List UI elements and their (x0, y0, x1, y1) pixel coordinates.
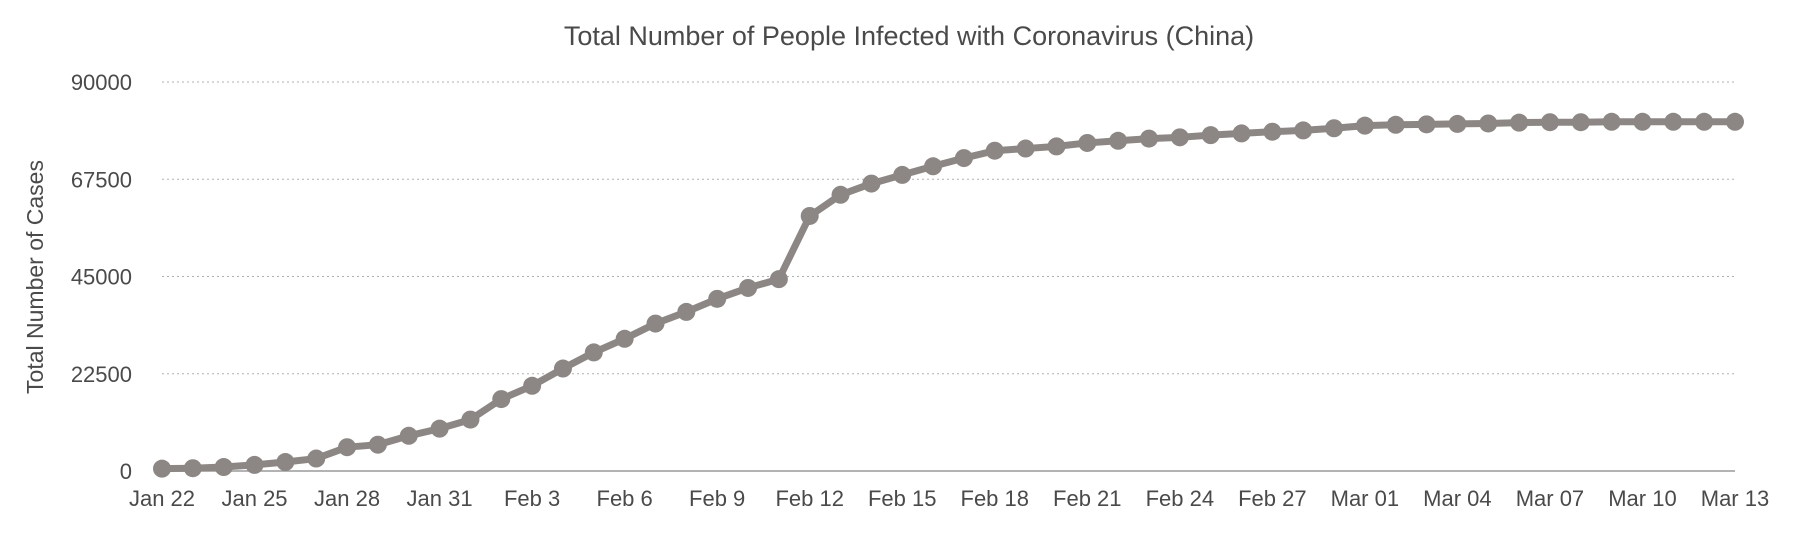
y-tick-label: 90000 (71, 70, 132, 95)
data-point (1695, 112, 1714, 131)
data-point (1417, 115, 1436, 134)
x-tick-label: Feb 9 (689, 486, 745, 511)
data-point (338, 438, 357, 457)
data-point (1571, 113, 1590, 132)
x-tick-label: Jan 22 (129, 486, 195, 511)
series-cases (153, 112, 1744, 478)
x-tick-label: Mar 13 (1701, 486, 1769, 511)
data-point (1386, 115, 1405, 134)
data-point (245, 455, 264, 474)
y-axis-ticks: 0 22500 45000 67500 90000 (71, 70, 132, 484)
x-tick-label: Mar 10 (1608, 486, 1676, 511)
data-point (1139, 129, 1158, 148)
data-point (1448, 114, 1467, 133)
data-point (1510, 113, 1529, 132)
x-tick-label: Mar 07 (1516, 486, 1584, 511)
data-point (769, 270, 788, 289)
data-point (1664, 112, 1683, 131)
data-point (1109, 131, 1128, 150)
data-point (1170, 128, 1189, 147)
data-point (615, 329, 634, 348)
data-point (646, 314, 665, 333)
data-point (1294, 121, 1313, 140)
data-point (800, 206, 819, 225)
y-tick-label: 45000 (71, 265, 132, 290)
y-axis-label: Total Number of Cases (22, 160, 48, 394)
data-point (708, 289, 727, 308)
data-point (1263, 122, 1282, 141)
data-point (153, 459, 171, 478)
data-point (1633, 112, 1652, 131)
x-axis-ticks: Jan 22 Jan 25 Jan 28 Jan 31 Feb 3 Feb 6 Feb 9 F… (129, 486, 1769, 511)
data-point (1540, 113, 1559, 132)
data-point (1355, 116, 1374, 135)
x-tick-label: Feb 18 (961, 486, 1030, 511)
grid (162, 81, 1735, 472)
data-point (214, 458, 233, 477)
data-point (368, 435, 387, 454)
x-tick-label: Jan 31 (407, 486, 473, 511)
series-line (158, 118, 1739, 473)
x-tick-label: Feb 24 (1146, 486, 1215, 511)
data-point (1602, 112, 1621, 131)
data-point (584, 343, 603, 362)
data-point (1726, 112, 1744, 131)
data-point (831, 185, 850, 204)
data-point (893, 165, 912, 184)
x-tick-label: Feb 21 (1053, 486, 1122, 511)
data-point (183, 459, 202, 478)
x-tick-label: Feb 12 (775, 486, 844, 511)
data-point (924, 157, 943, 176)
data-point (677, 302, 696, 321)
data-point (985, 141, 1004, 160)
data-point (1016, 139, 1035, 158)
y-tick-label: 22500 (71, 362, 132, 387)
data-point (553, 359, 572, 378)
data-point (1232, 124, 1251, 143)
x-tick-label: Feb 27 (1238, 486, 1307, 511)
data-point (1479, 114, 1498, 133)
y-tick-label: 0 (120, 459, 132, 484)
data-point (862, 174, 881, 193)
data-point (399, 426, 418, 445)
chart-title: Total Number of People Infected with Cor… (564, 21, 1254, 51)
data-point (1325, 119, 1344, 138)
data-point (307, 449, 326, 468)
data-point (954, 149, 973, 168)
data-point (739, 278, 758, 297)
x-tick-label: Feb 15 (868, 486, 937, 511)
x-tick-label: Mar 04 (1423, 486, 1491, 511)
x-tick-label: Jan 28 (314, 486, 380, 511)
data-point (1078, 133, 1097, 152)
data-point (523, 376, 542, 395)
x-tick-label: Jan 25 (221, 486, 287, 511)
data-point (276, 453, 295, 472)
y-tick-label: 67500 (71, 167, 132, 192)
data-point (461, 410, 480, 429)
x-tick-label: Feb 3 (504, 486, 560, 511)
x-tick-label: Feb 6 (597, 486, 653, 511)
data-point (430, 419, 449, 438)
data-point (1201, 126, 1220, 145)
data-point (492, 390, 511, 409)
data-point (1047, 137, 1066, 156)
x-tick-label: Mar 01 (1331, 486, 1399, 511)
